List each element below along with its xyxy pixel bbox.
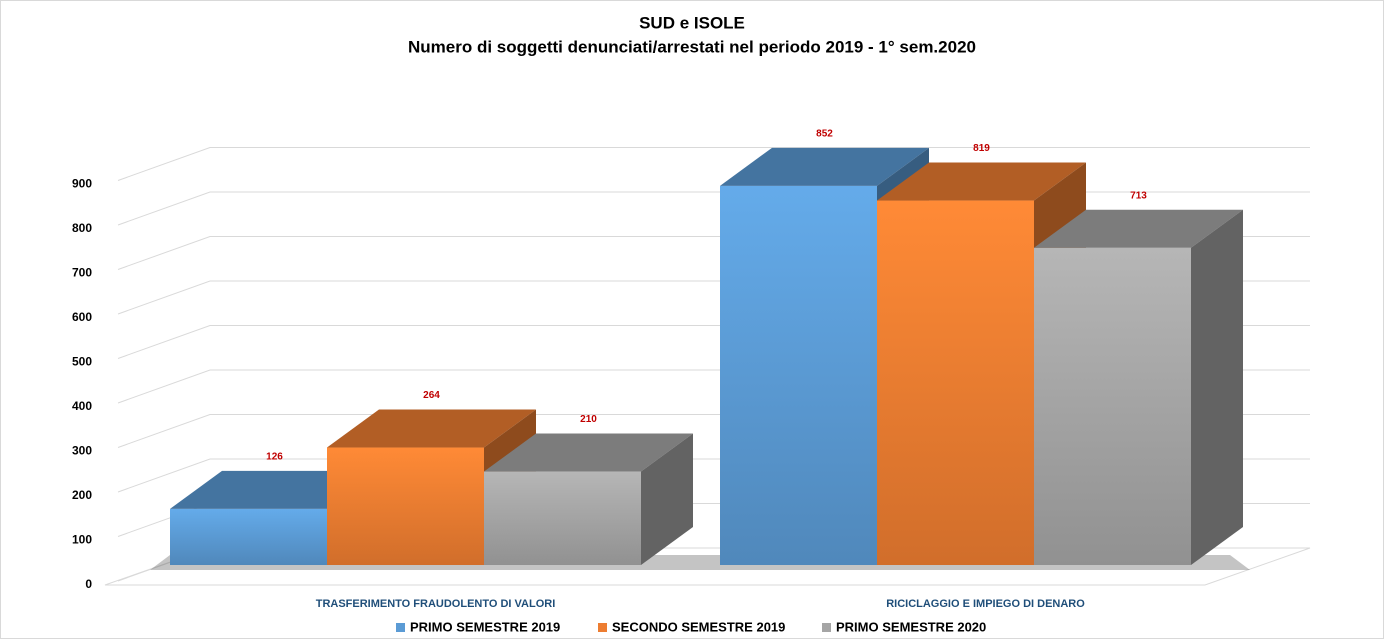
y-tick-label: 500 [72,355,92,369]
y-tick-label: 900 [72,177,92,191]
value-label: 126 [266,452,283,463]
value-label: 210 [580,414,597,425]
bar-top [1034,209,1243,248]
bar-top [170,470,379,509]
value-label: 264 [423,390,440,401]
grid-line [117,147,1310,181]
bar-front [484,471,641,565]
bar-top [484,433,693,472]
bar-side [1191,209,1243,565]
legend-swatch [396,623,405,632]
legend-swatch [598,623,607,632]
chart-subtitle: Numero di soggetti denunciati/arrestati … [408,37,976,56]
bar-side [641,433,693,565]
value-label: 819 [973,143,990,154]
y-tick-label: 400 [72,399,92,413]
y-tick-label: 0 [85,577,92,591]
y-tick-label: 300 [72,444,92,458]
bar-top [327,409,536,448]
y-tick-label: 800 [72,221,92,235]
y-tick-label: 600 [72,310,92,324]
bar-front [170,508,327,565]
bar-top [720,147,929,186]
y-tick-label: 700 [72,266,92,280]
value-label: 713 [1130,190,1147,201]
value-label: 852 [816,129,833,140]
legend-label: PRIMO SEMESTRE 2020 [836,619,986,634]
y-tick-label: 100 [72,533,92,547]
legend-swatch [822,623,831,632]
x-tick-label: TRASFERIMENTO FRAUDOLENTO DI VALORI [316,598,556,610]
bar-top [877,162,1086,201]
legend-label: PRIMO SEMESTRE 2019 [410,619,560,634]
bar-front [327,447,484,565]
bar-front [720,185,877,566]
y-tick-label: 200 [72,488,92,502]
chart-title: SUD e ISOLE [639,13,745,32]
legend-label: SECONDO SEMESTRE 2019 [612,619,785,634]
bar-front [1034,247,1191,565]
bar-front [877,200,1034,566]
x-tick-label: RICICLAGGIO E IMPIEGO DI DENARO [886,598,1085,610]
